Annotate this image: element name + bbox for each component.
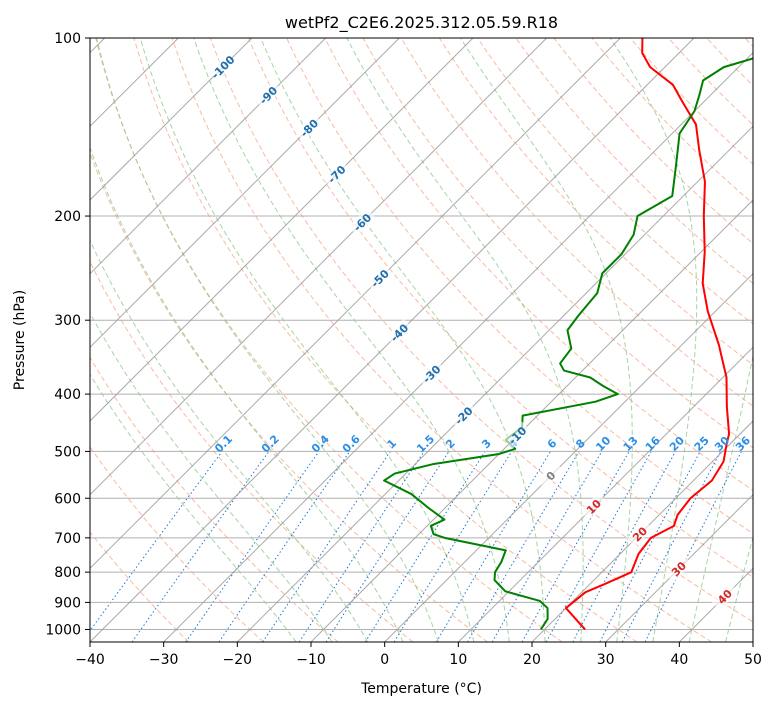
moist-adiabat-line: [725, 535, 753, 642]
isotherm-line: [310, 199, 753, 642]
isotherm-line: [90, 38, 548, 496]
isotherm-line: [163, 51, 753, 642]
moist-adiabat-line: [193, 38, 510, 642]
chart-title: wetPf2_C2E6.2025.312.05.59.R18: [285, 13, 558, 33]
moist-adiabat-line: [260, 38, 546, 642]
isotherm-label-backdrop: [322, 160, 351, 188]
dry-adiabat-line: [209, 38, 753, 623]
mixing-ratio-line: [298, 451, 425, 642]
dewpoint-profile-line: [383, 57, 753, 631]
dry-adiabat-line: [324, 38, 753, 491]
isotherm-label-backdrop: [449, 401, 478, 430]
mixing-ratio-line: [90, 451, 223, 632]
y-tick-label: 900: [54, 595, 81, 611]
dry-adiabat-line: [515, 38, 753, 285]
mixing-ratio-line: [621, 451, 722, 642]
isotherm-label-backdrop: [664, 554, 693, 583]
isotherm-label-backdrop: [579, 492, 608, 521]
isotherm-label-backdrop: [503, 421, 531, 449]
x-tick-label: 10: [449, 652, 467, 668]
mixing-ratio-line: [572, 451, 676, 642]
isotherm-label-backdrop: [417, 359, 446, 388]
plot-area: 0.10.20.40.611.52346810131620253036-100-…: [90, 38, 753, 642]
y-tick-label: 700: [54, 531, 81, 547]
y-tick-label: 800: [54, 565, 81, 581]
isotherm-line: [90, 38, 400, 349]
mixing-ratio-line: [262, 451, 391, 642]
moist-adiabat-line: [139, 38, 475, 642]
x-tick-label: 40: [670, 652, 688, 668]
mixing-ratio-line: [393, 451, 513, 642]
moist-adiabat-line: [90, 239, 369, 642]
x-tick-label: −30: [149, 652, 179, 668]
y-axis-label: Pressure (hPa): [12, 290, 28, 390]
x-axis: −40 −30 −20 −10 0 10 20 30 40 50: [75, 642, 762, 668]
dry-adiabat-line: [438, 38, 753, 366]
x-tick-label: −40: [75, 652, 105, 668]
x-tick-label: 0: [380, 652, 389, 668]
isotherm-label-backdrop: [536, 461, 565, 490]
isotherm-label-backdrop: [254, 81, 282, 109]
y-axis: 100 200 300 400 500 600 700 800 900 1000: [45, 31, 90, 638]
isotherm-label-backdrop: [295, 113, 323, 142]
dry-adiabat-line: [248, 38, 753, 578]
mixing-ratio-line: [218, 451, 351, 642]
mixing-ratio-lines: [90, 451, 742, 642]
isotherm-line: [605, 493, 753, 642]
isotherm-label-backdrop: [365, 264, 394, 292]
moist-adiabat-line: [96, 38, 439, 642]
isotherm-label-backdrop: [710, 582, 739, 611]
x-tick-label: −20: [223, 652, 253, 668]
mixing-ratio-line: [325, 451, 450, 642]
dry-adiabat-line: [90, 356, 339, 642]
isotherm-line: [90, 38, 621, 570]
y-tick-label: 600: [54, 491, 81, 507]
mixing-ratio-line: [644, 451, 742, 642]
plot-background: [90, 38, 753, 642]
moist-adiabat-line: [688, 353, 753, 642]
y-tick-label: 100: [54, 31, 81, 47]
y-tick-label: 500: [54, 444, 81, 460]
y-tick-label: 300: [54, 313, 81, 329]
x-tick-label: −10: [296, 652, 326, 668]
x-tick-label: 20: [523, 652, 541, 668]
isotherm-line: [90, 38, 474, 422]
plot-frame: [89, 37, 754, 643]
x-tick-label: 50: [744, 652, 762, 668]
profile-series: [383, 38, 753, 631]
moist-adiabat-line: [609, 38, 698, 642]
isotherm-line: [90, 38, 253, 201]
y-tick-label: 400: [54, 387, 81, 403]
mixing-ratio-line: [185, 451, 320, 642]
pressure-grid: [90, 38, 753, 630]
mixing-ratio-line: [521, 451, 630, 642]
isotherm-label-backdrop: [208, 52, 237, 81]
dry-adiabat-line: [171, 38, 712, 642]
dry-adiabat-line: [95, 38, 563, 642]
isotherm-line: [457, 346, 753, 642]
y-tick-label: 200: [54, 209, 81, 225]
dry-adiabat-line: [90, 151, 488, 642]
moist-adiabat-line: [346, 38, 584, 642]
isotherm-label-backdrop: [385, 318, 413, 347]
isotherm-line: [236, 125, 753, 642]
mixing-ratio-line: [545, 451, 652, 642]
isotherm-label-backdrop: [348, 208, 376, 236]
y-tick-label: 1000: [45, 622, 81, 638]
dry-adiabat-line: [90, 531, 190, 642]
moist-adiabat-line: [90, 311, 333, 642]
x-tick-label: 30: [597, 652, 615, 668]
moist-adiabat-line: [90, 373, 297, 642]
isotherm-line: [384, 272, 753, 642]
x-axis-label: Temperature (°C): [360, 681, 482, 697]
isotherm-label-backdrop: [625, 520, 654, 548]
dry-adiabat-line: [90, 445, 264, 642]
isotherm-line: [90, 38, 327, 275]
moist-adiabat-line: [90, 146, 404, 642]
